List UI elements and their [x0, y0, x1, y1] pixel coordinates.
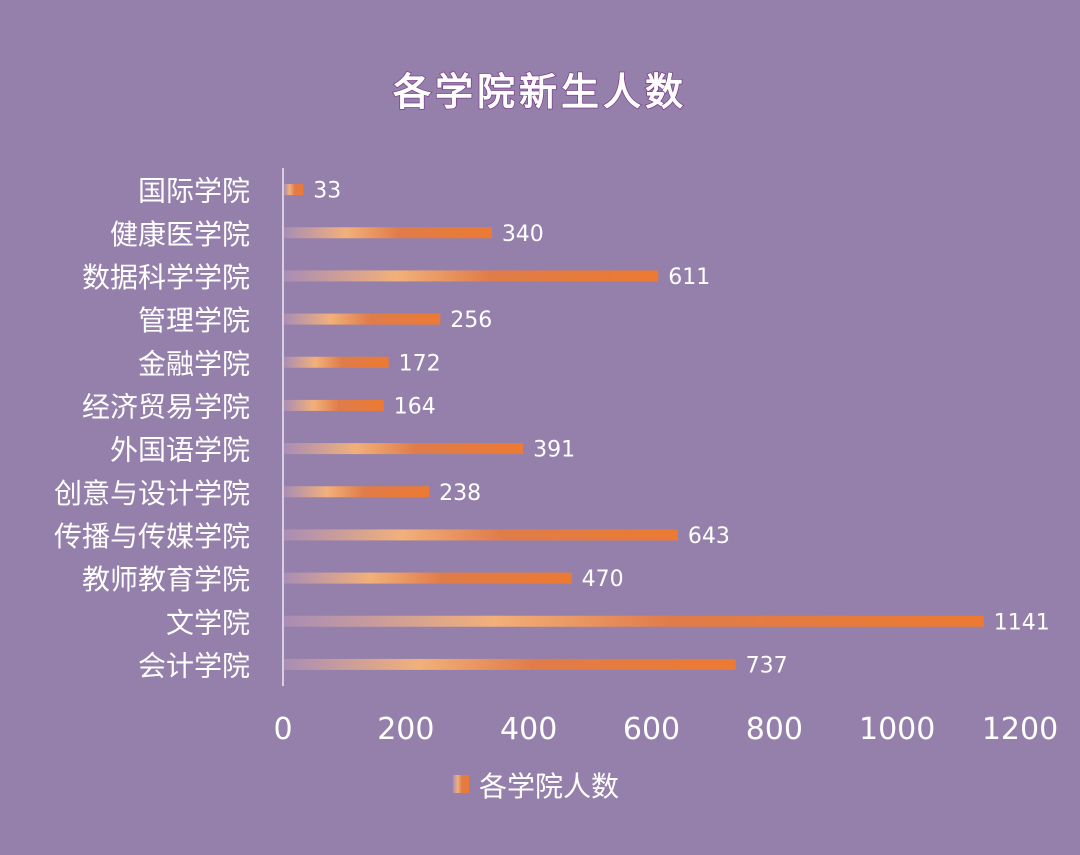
data-label: 164 — [394, 394, 436, 419]
x-tick-label: 600 — [623, 712, 680, 747]
x-tick-label: 1200 — [982, 712, 1058, 747]
category-label: 外国语学院 — [110, 434, 250, 467]
data-label: 172 — [399, 351, 441, 376]
data-label: 238 — [439, 481, 481, 506]
bar — [284, 227, 492, 239]
category-label: 教师教育学院 — [82, 563, 250, 596]
category-label: 管理学院 — [138, 304, 250, 337]
bar — [284, 572, 572, 584]
bar — [284, 270, 659, 282]
data-label: 33 — [313, 179, 341, 204]
x-tick-label: 400 — [500, 712, 557, 747]
category-label: 健康医学院 — [110, 218, 250, 251]
bar — [284, 486, 430, 498]
category-label: 经济贸易学院 — [82, 390, 250, 423]
bar — [284, 184, 304, 196]
bar — [284, 313, 441, 325]
data-label: 256 — [450, 308, 492, 333]
x-tick-label: 800 — [746, 712, 803, 747]
category-label: 数据科学学院 — [82, 261, 250, 294]
category-label: 文学院 — [166, 606, 250, 639]
bar — [284, 615, 984, 627]
legend: 各学院人数 — [453, 770, 619, 803]
bar — [284, 443, 524, 455]
chart-title: 各学院新生人数 — [393, 70, 687, 114]
data-label: 643 — [688, 524, 730, 549]
category-label: 会计学院 — [138, 649, 250, 682]
category-label: 传播与传媒学院 — [54, 520, 250, 553]
data-label: 737 — [746, 653, 788, 678]
data-label: 391 — [533, 438, 575, 463]
bar — [284, 399, 384, 411]
category-label: 国际学院 — [138, 175, 250, 208]
legend-label: 各学院人数 — [479, 770, 619, 803]
x-axis-ticks: 0 200 400 600 800 1000 1200 — [273, 712, 1058, 747]
bar — [284, 356, 389, 368]
bars-group: 国际学院 33 健康医学院 340 数据科学学院 611 管理学院 256 金融学院 172 经济贸… — [54, 175, 1050, 683]
data-label: 611 — [668, 265, 710, 290]
data-label: 470 — [582, 567, 624, 592]
x-tick-label: 1000 — [859, 712, 935, 747]
data-label: 340 — [502, 222, 544, 247]
x-tick-label: 200 — [377, 712, 434, 747]
category-label: 创意与设计学院 — [54, 477, 250, 510]
x-tick-label: 0 — [273, 712, 292, 747]
bar — [284, 529, 678, 541]
legend-swatch — [453, 775, 469, 793]
category-label: 金融学院 — [138, 347, 250, 380]
data-label: 1141 — [994, 610, 1050, 635]
bar — [284, 658, 736, 670]
